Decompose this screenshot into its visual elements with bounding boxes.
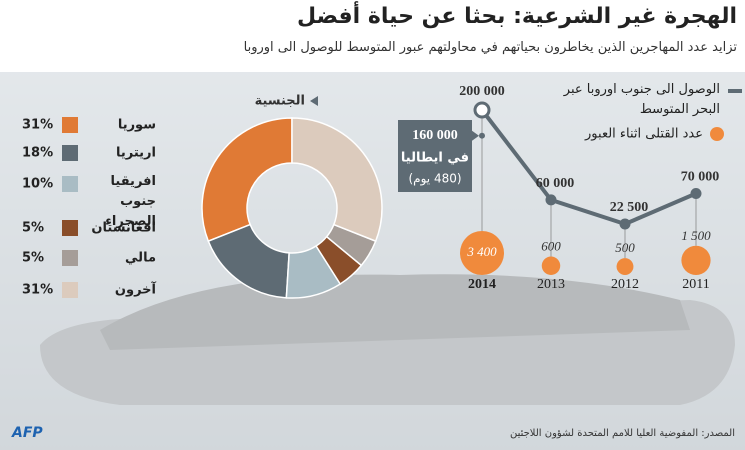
death-bubble <box>681 245 711 275</box>
legend-label: افريقيا جنوب الصحراء <box>105 174 156 229</box>
logo: AFP <box>11 425 43 441</box>
legend-label: افغانستان <box>91 221 156 236</box>
legend-label: سوريا <box>118 118 156 133</box>
bubble-label: 1 500 <box>681 228 711 243</box>
x-tick-label: 2013 <box>537 277 565 292</box>
legend-value: 5% <box>22 221 44 236</box>
line-point <box>619 218 631 230</box>
legend-value: 31% <box>22 118 53 133</box>
bubble-label: 600 <box>541 239 561 254</box>
death-bubble <box>616 258 634 275</box>
annotation-point <box>479 132 485 139</box>
annotation-text: في ايطاليا <box>401 151 469 166</box>
source: المصدر: المفوضية العليا للامم المتحدة لش… <box>510 428 735 439</box>
pie-slice <box>291 117 383 243</box>
annotation-box <box>398 120 479 192</box>
bubble-label: 500 <box>615 240 635 255</box>
legend-swatch <box>62 250 78 266</box>
x-tick-label: 2011 <box>682 277 709 292</box>
line-value-label: 200 000 <box>459 84 505 99</box>
line-point <box>690 187 702 199</box>
legend-value: 18% <box>22 146 53 161</box>
legend-label: الوصول الى جنوب اوروبا عبر البحر المتوسط <box>563 82 720 117</box>
line-value-label: 70 000 <box>681 170 720 185</box>
line-point <box>545 194 557 206</box>
x-tick-label: 2014 <box>468 277 496 292</box>
annotation-note: (480 يوم) <box>408 172 461 187</box>
pie-slice <box>201 117 293 243</box>
line-series <box>480 108 697 227</box>
title: الهجرة غير الشرعية: بحثا عن حياة أفضل <box>296 4 737 29</box>
legend-label: اريتريا <box>116 146 156 161</box>
legend-swatch <box>62 220 78 236</box>
legend-label: مالي <box>125 251 156 266</box>
line-value-label: 60 000 <box>536 176 575 191</box>
bubble-label: 3 400 <box>466 244 497 259</box>
legend-value: 31% <box>22 283 53 298</box>
legend-dot <box>710 127 724 141</box>
legend-swatch <box>62 176 78 192</box>
legend-swatch <box>62 282 78 298</box>
annotation-value: 160 000 <box>412 128 458 143</box>
legend-value: 5% <box>22 251 44 266</box>
subtitle: تزايد عدد المهاجرين الذين يخاطرون بحياته… <box>243 40 737 55</box>
x-tick-label: 2012 <box>611 277 639 292</box>
legend-label: آخرون <box>115 281 157 298</box>
legend-label: عدد القتلى اثناء العبور <box>584 127 703 142</box>
legend-swatch <box>62 117 78 133</box>
line-point <box>473 101 491 119</box>
pie-title: الجنسية <box>255 94 305 109</box>
line-value-label: 22 500 <box>610 200 649 215</box>
legend-swatch <box>62 145 78 161</box>
legend-value: 10% <box>22 177 53 192</box>
pie-title-arrow <box>310 96 318 106</box>
death-bubble <box>541 256 561 275</box>
death-bubble <box>460 231 504 275</box>
